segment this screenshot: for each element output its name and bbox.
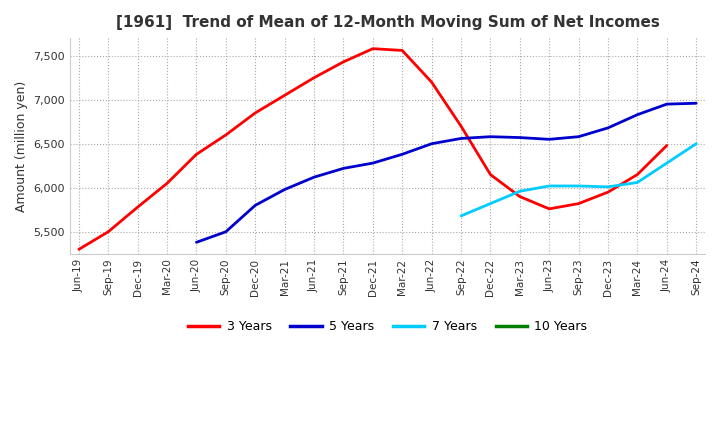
- 5 Years: [575, 134, 583, 139]
- 7 Years: [692, 141, 701, 147]
- 5 Years: [486, 134, 495, 139]
- 7 Years: [662, 161, 671, 166]
- 3 Years: [104, 229, 112, 235]
- 7 Years: [456, 213, 465, 219]
- 3 Years: [486, 172, 495, 177]
- 3 Years: [251, 110, 259, 116]
- 3 Years: [339, 59, 348, 65]
- 5 Years: [427, 141, 436, 147]
- 5 Years: [516, 135, 524, 140]
- 5 Years: [633, 112, 642, 117]
- 5 Years: [310, 175, 318, 180]
- 5 Years: [369, 161, 377, 166]
- 5 Years: [662, 102, 671, 107]
- 5 Years: [339, 166, 348, 171]
- 3 Years: [222, 132, 230, 138]
- 3 Years: [310, 75, 318, 81]
- Title: [1961]  Trend of Mean of 12-Month Moving Sum of Net Incomes: [1961] Trend of Mean of 12-Month Moving …: [116, 15, 660, 30]
- 5 Years: [603, 125, 612, 131]
- 3 Years: [133, 205, 142, 210]
- 3 Years: [280, 93, 289, 98]
- 7 Years: [516, 189, 524, 194]
- 3 Years: [516, 194, 524, 199]
- 3 Years: [192, 152, 201, 157]
- Y-axis label: Amount (million yen): Amount (million yen): [15, 81, 28, 212]
- 7 Years: [633, 180, 642, 185]
- 7 Years: [486, 201, 495, 206]
- 5 Years: [280, 187, 289, 192]
- 7 Years: [603, 184, 612, 190]
- 3 Years: [398, 48, 407, 53]
- Line: 3 Years: 3 Years: [79, 49, 667, 249]
- 5 Years: [398, 152, 407, 157]
- 5 Years: [692, 101, 701, 106]
- 3 Years: [545, 206, 554, 212]
- 3 Years: [163, 181, 171, 186]
- 3 Years: [456, 124, 465, 129]
- 3 Years: [603, 190, 612, 195]
- 5 Years: [192, 240, 201, 245]
- 7 Years: [575, 183, 583, 189]
- Line: 7 Years: 7 Years: [461, 144, 696, 216]
- 3 Years: [75, 247, 84, 252]
- 5 Years: [251, 203, 259, 208]
- 3 Years: [662, 143, 671, 148]
- 3 Years: [369, 46, 377, 51]
- 5 Years: [545, 137, 554, 142]
- 3 Years: [575, 201, 583, 206]
- 7 Years: [545, 183, 554, 189]
- Legend: 3 Years, 5 Years, 7 Years, 10 Years: 3 Years, 5 Years, 7 Years, 10 Years: [183, 315, 593, 338]
- 5 Years: [222, 229, 230, 235]
- 3 Years: [633, 172, 642, 177]
- Line: 5 Years: 5 Years: [197, 103, 696, 242]
- 3 Years: [427, 80, 436, 85]
- 5 Years: [456, 136, 465, 141]
